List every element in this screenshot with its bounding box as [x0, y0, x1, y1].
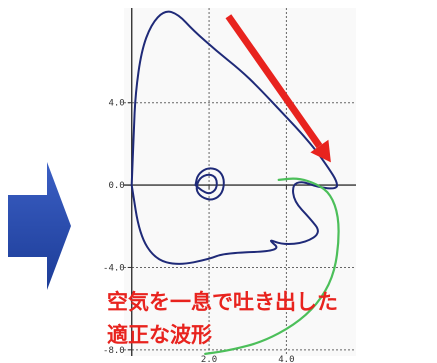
- series-line-0: [130, 10, 339, 265]
- x-tick-label: 2.0: [201, 355, 217, 363]
- series-line-1: [194, 167, 225, 201]
- y-tick-label: -4.0: [103, 263, 125, 273]
- grid-lines: [124, 8, 356, 356]
- y-tick-label: 4.0: [108, 99, 124, 109]
- y-tick-label: -8.0: [103, 346, 125, 356]
- data-series: [130, 10, 340, 355]
- plot-background: [124, 8, 356, 356]
- x-tick-label: 4.0: [278, 355, 294, 363]
- red-arrow: [225, 14, 331, 163]
- y-tick-label: 0.0: [108, 181, 124, 191]
- tick-labels: 4.0 0.0 -4.0 -8.0 2.0 4.0: [103, 99, 294, 363]
- annotations: 空気を一息で吐き出した 適正な波形: [107, 290, 338, 347]
- series-line-2: [204, 177, 340, 355]
- side-arrow-icon: [8, 162, 71, 290]
- annotation-line-1: 空気を一息で吐き出した: [107, 290, 338, 314]
- arrow-shaft: [225, 14, 323, 149]
- annotation-line-2: 適正な波形: [107, 323, 212, 347]
- arrow-head-icon: [310, 139, 331, 163]
